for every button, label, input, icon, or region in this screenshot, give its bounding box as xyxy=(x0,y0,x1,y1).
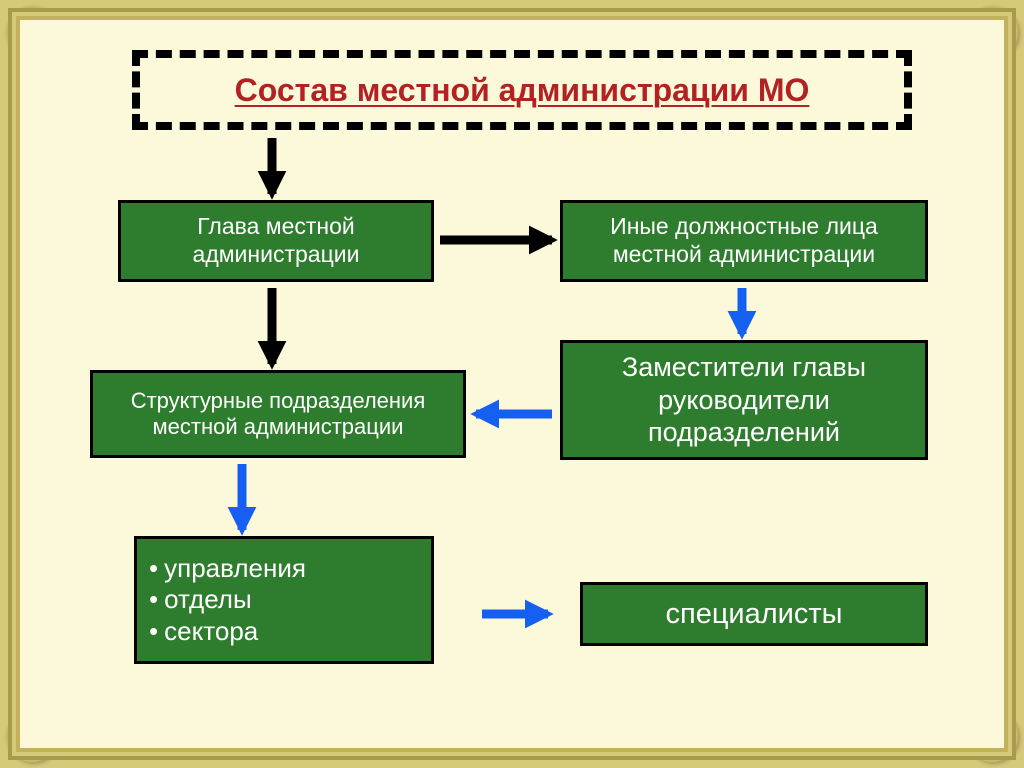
node-other-officials: Иные должностные лицаместной администрац… xyxy=(560,200,928,282)
departments-list: управления отделы сектора xyxy=(145,553,306,647)
node-specialists: специалисты xyxy=(580,582,928,646)
title-box: Состав местной администрации МО xyxy=(132,50,912,130)
dept-item: сектора xyxy=(149,616,306,647)
slide-frame-inner: Состав местной администрации МО Глава ме… xyxy=(8,8,1016,760)
dept-item: отделы xyxy=(149,584,306,615)
dept-item: управления xyxy=(149,553,306,584)
node-head-of-administration: Глава местнойадминистрации xyxy=(118,200,434,282)
diagram-canvas: Состав местной администрации МО Глава ме… xyxy=(52,40,972,728)
title-text: Состав местной администрации МО xyxy=(235,72,810,109)
node-structural-subdivisions: Структурные подразделенияместной админис… xyxy=(90,370,466,458)
node-departments-list: управления отделы сектора xyxy=(134,536,434,664)
node-deputies: Заместители главыруководителиподразделен… xyxy=(560,340,928,460)
node-officials-label: Иные должностные лицаместной администрац… xyxy=(610,213,878,268)
node-head-label: Глава местнойадминистрации xyxy=(193,213,360,268)
slide-frame-outer: Состав местной администрации МО Глава ме… xyxy=(0,0,1024,768)
node-deputies-label: Заместители главыруководителиподразделен… xyxy=(622,351,866,448)
node-spec-label: специалисты xyxy=(665,597,842,632)
node-subdiv-label: Структурные подразделенияместной админис… xyxy=(131,388,426,441)
